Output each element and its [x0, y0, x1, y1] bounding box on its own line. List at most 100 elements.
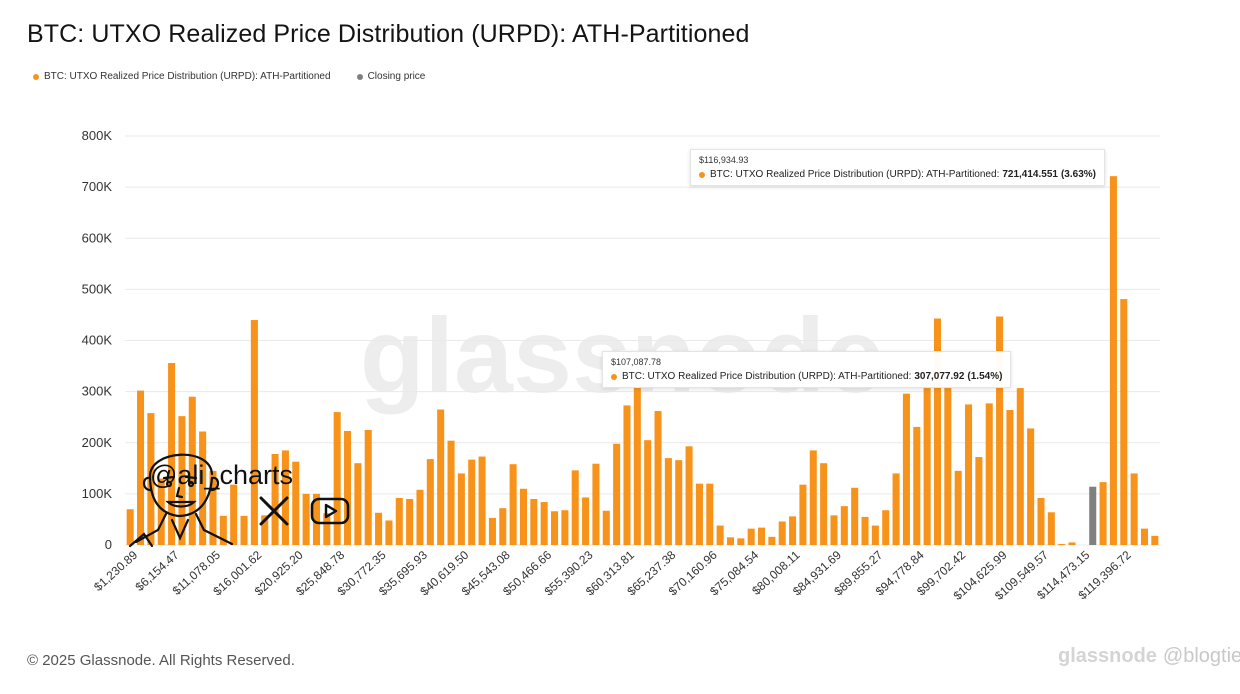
urpd-bar[interactable] [716, 525, 724, 545]
urpd-bar[interactable] [778, 521, 786, 545]
urpd-bar[interactable] [199, 431, 207, 546]
urpd-bar[interactable] [633, 387, 641, 545]
urpd-bar[interactable] [654, 411, 662, 545]
urpd-bar[interactable] [188, 396, 196, 545]
urpd-bar[interactable] [354, 463, 362, 545]
urpd-bar[interactable] [488, 517, 496, 545]
urpd-bar[interactable] [1037, 497, 1045, 545]
urpd-bar[interactable] [468, 459, 476, 545]
urpd-bar[interactable] [302, 493, 310, 546]
urpd-bar[interactable] [230, 484, 238, 545]
urpd-bar[interactable] [985, 403, 993, 545]
urpd-bar[interactable] [830, 515, 838, 545]
urpd-bar[interactable] [758, 527, 766, 545]
urpd-bar[interactable] [840, 506, 848, 545]
urpd-bar[interactable] [809, 450, 817, 545]
urpd-bar[interactable] [344, 430, 352, 545]
urpd-bar[interactable] [592, 463, 600, 545]
urpd-bar[interactable] [726, 537, 734, 545]
urpd-bar[interactable] [1027, 428, 1035, 545]
urpd-bar[interactable] [913, 426, 921, 545]
urpd-bar[interactable] [499, 508, 507, 545]
urpd-bar[interactable] [168, 363, 176, 545]
urpd-bar[interactable] [271, 454, 279, 545]
urpd-bar[interactable] [1151, 535, 1159, 545]
urpd-bar[interactable] [747, 528, 755, 545]
urpd-bar[interactable] [1068, 542, 1076, 545]
closing-price-bar[interactable] [1089, 486, 1097, 545]
urpd-bar[interactable] [1109, 176, 1117, 545]
urpd-bar[interactable] [871, 525, 879, 545]
urpd-bar[interactable] [685, 446, 693, 545]
urpd-bar[interactable] [364, 429, 372, 545]
urpd-bar[interactable] [933, 318, 941, 545]
urpd-bar[interactable] [851, 487, 859, 545]
urpd-bar[interactable] [996, 316, 1004, 545]
urpd-bar[interactable] [126, 509, 134, 545]
urpd-bar[interactable] [437, 409, 445, 545]
urpd-bar[interactable] [1130, 473, 1138, 545]
urpd-bar[interactable] [395, 497, 403, 545]
urpd-bar[interactable] [137, 390, 145, 545]
youtube-icon[interactable] [310, 496, 350, 526]
urpd-bar[interactable] [902, 393, 910, 545]
urpd-bar[interactable] [613, 443, 621, 545]
urpd-bar[interactable] [944, 388, 952, 545]
urpd-bar[interactable] [551, 511, 559, 545]
urpd-bar[interactable] [375, 512, 383, 545]
urpd-bar[interactable] [737, 538, 745, 545]
urpd-bar[interactable] [219, 515, 227, 545]
urpd-bar[interactable] [675, 460, 683, 545]
urpd-bar[interactable] [892, 473, 900, 545]
urpd-bar[interactable] [644, 440, 652, 545]
urpd-bar[interactable] [623, 405, 631, 545]
urpd-bar[interactable] [768, 536, 776, 545]
urpd-bar[interactable] [209, 470, 217, 545]
urpd-bar[interactable] [312, 493, 320, 546]
urpd-bar[interactable] [292, 461, 300, 545]
urpd-bar[interactable] [178, 416, 186, 545]
urpd-bar[interactable] [571, 470, 579, 545]
urpd-bar[interactable] [261, 515, 269, 545]
urpd-bar[interactable] [1016, 388, 1024, 545]
urpd-bar[interactable] [799, 484, 807, 545]
urpd-bar[interactable] [695, 483, 703, 545]
urpd-bar[interactable] [861, 516, 869, 545]
urpd-bar[interactable] [240, 515, 248, 545]
urpd-bar[interactable] [954, 470, 962, 545]
urpd-bar[interactable] [385, 520, 393, 545]
urpd-bar[interactable] [602, 510, 610, 545]
legend-item-closing-price[interactable]: Closing price [356, 71, 425, 82]
urpd-bar[interactable] [416, 489, 424, 545]
urpd-bar[interactable] [1047, 512, 1055, 545]
urpd-bar[interactable] [323, 513, 331, 545]
urpd-bar[interactable] [540, 502, 548, 545]
urpd-bar[interactable] [965, 404, 973, 545]
urpd-bar[interactable] [882, 510, 890, 545]
urpd-bar[interactable] [1140, 528, 1148, 545]
legend-item-urpd[interactable]: BTC: UTXO Realized Price Distribution (U… [33, 71, 331, 82]
x-logo-icon[interactable] [258, 496, 290, 526]
urpd-bar[interactable] [664, 458, 672, 545]
urpd-bar[interactable] [561, 510, 569, 545]
urpd-bar[interactable] [426, 459, 434, 545]
urpd-bar[interactable] [975, 457, 983, 545]
urpd-bar[interactable] [157, 478, 165, 545]
urpd-bar[interactable] [519, 488, 527, 545]
urpd-bar[interactable] [1120, 299, 1128, 545]
urpd-bar[interactable] [789, 516, 797, 545]
urpd-bar[interactable] [530, 498, 538, 545]
urpd-bar[interactable] [509, 464, 517, 545]
urpd-bar[interactable] [406, 498, 414, 545]
urpd-bar[interactable] [820, 463, 828, 545]
urpd-bar[interactable] [447, 440, 455, 545]
urpd-bar[interactable] [333, 412, 341, 545]
urpd-bar[interactable] [457, 473, 465, 545]
urpd-bar[interactable] [1058, 543, 1066, 545]
urpd-bar[interactable] [1099, 482, 1107, 545]
urpd-bar[interactable] [706, 483, 714, 545]
urpd-bar[interactable] [923, 388, 931, 545]
urpd-bar[interactable] [582, 497, 590, 545]
urpd-bar[interactable] [478, 456, 486, 545]
urpd-bar[interactable] [250, 320, 258, 545]
